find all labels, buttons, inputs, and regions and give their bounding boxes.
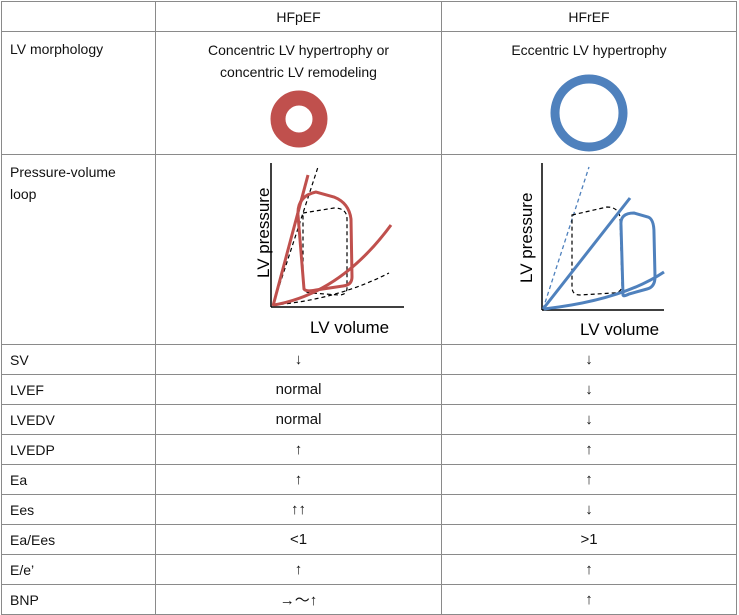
- row-hfpef-value: ↑: [155, 464, 442, 495]
- pv-hfpef-edpvr: [273, 224, 393, 307]
- pv-loop-hfref-diagram: LV pressure LV volume: [517, 163, 665, 338]
- row-hfpef-value: ↑: [155, 554, 442, 585]
- row-hfpef-value: ↓: [155, 344, 442, 375]
- row-label: LVEDP: [1, 434, 156, 465]
- pv-hfpef-ees-line: [271, 174, 310, 307]
- row-hfpef-value: ↑: [155, 434, 442, 465]
- table-row: Ea ↑ ↑: [1, 464, 737, 495]
- concentric-ring-icon: [270, 90, 327, 148]
- pv-hfref-xlabel: LV volume: [580, 320, 659, 338]
- row-hfref-value: ↓: [441, 494, 737, 525]
- table-row: LVEDV normal ↓: [1, 404, 737, 435]
- pv-hfref-normal-loop: [571, 206, 623, 296]
- pv-loop-label-line1: Pressure-volume: [10, 164, 116, 180]
- pv-hfpef-ylabel: LV pressure: [254, 188, 273, 278]
- pv-loop-label-line2: loop: [10, 186, 37, 202]
- morphology-hfpef-text-line2: concentric LV remodeling: [220, 64, 377, 80]
- table-row: LVEF normal ↓: [1, 374, 737, 405]
- pv-hfref-ees-line: [541, 197, 632, 310]
- row-hfpef-value: normal: [155, 374, 442, 405]
- eccentric-ring-shape: [550, 74, 628, 152]
- pv-hfref-loop: [619, 211, 657, 298]
- pv-hfref-normal-ees-line: [542, 166, 590, 310]
- row-hfref-value: >1: [441, 524, 737, 555]
- morphology-hfpef-text-line1: Concentric LV hypertrophy or: [207, 42, 390, 58]
- table-row: BNP →〜↑ ↑: [1, 584, 737, 615]
- row-hfpef-value: <1: [155, 524, 442, 555]
- pv-hfpef-xlabel: LV volume: [310, 318, 389, 337]
- pv-loop-label: Pressure-volume loop: [1, 154, 156, 345]
- table-row: Ea/Ees <1 >1: [1, 524, 737, 555]
- row-hfref-value: ↓: [441, 344, 737, 375]
- header-hfref: HFrEF: [441, 1, 737, 32]
- header-hfpef: HFpEF: [155, 1, 442, 32]
- pv-loop-hfpef-diagram: LV pressure LV volume: [254, 163, 404, 337]
- table-row: LVEDP ↑ ↑: [1, 434, 737, 465]
- table-row: Ees ↑↑ ↓: [1, 494, 737, 525]
- row-hfref-value: ↓: [441, 374, 737, 405]
- row-hfpef-value: normal: [155, 404, 442, 435]
- pv-loop-hfref-cell: LV pressure LV volume: [441, 154, 737, 345]
- pv-loop-hfpef-cell: LV pressure LV volume: [155, 154, 442, 345]
- row-label: Ees: [1, 494, 156, 525]
- row-label: Ea: [1, 464, 156, 495]
- morphology-hfref-text-line1: Eccentric LV hypertrophy: [511, 42, 667, 58]
- row-hfref-value: ↑: [441, 584, 737, 615]
- row-label: SV: [1, 344, 156, 375]
- row-hfref-value: ↑: [441, 464, 737, 495]
- row-label: BNP: [1, 584, 156, 615]
- row-hfpef-value: ↑↑: [155, 494, 442, 525]
- row-label: LVEDV: [1, 404, 156, 435]
- header-row: HFpEF HFrEF: [1, 1, 737, 32]
- morphology-hfpef-cell: Concentric LV hypertrophy or concentric …: [155, 31, 442, 155]
- table-row: SV ↓ ↓: [1, 344, 737, 375]
- morphology-hfref-text: Eccentric LV hypertrophy: [442, 39, 736, 61]
- pv-hfpef-normal-loop: [302, 207, 348, 296]
- row-label: Ea/Ees: [1, 524, 156, 555]
- eccentric-ring-icon: [550, 74, 628, 152]
- header-blank-cell: [1, 1, 156, 32]
- morphology-label: LV morphology: [1, 31, 156, 155]
- morphology-hfref-cell: Eccentric LV hypertrophy: [441, 31, 737, 155]
- pv-loop-row: Pressure-volume loop LV pressure LV volu…: [1, 154, 737, 345]
- row-hfref-value: ↑: [441, 554, 737, 585]
- pv-hfref-ylabel: LV pressure: [517, 193, 536, 283]
- pv-hfpef-loop: [296, 190, 354, 293]
- row-label: E/e’: [1, 554, 156, 585]
- row-hfpef-value: →〜↑: [155, 584, 442, 615]
- row-label: LVEF: [1, 374, 156, 405]
- pv-hfref-edpvr: [543, 270, 665, 311]
- table-row: E/e’ ↑ ↑: [1, 554, 737, 585]
- concentric-ring-shape: [270, 90, 327, 148]
- row-hfref-value: ↑: [441, 434, 737, 465]
- row-hfref-value: ↓: [441, 404, 737, 435]
- morphology-hfpef-text: Concentric LV hypertrophy or concentric …: [156, 39, 441, 83]
- morphology-row: LV morphology Concentric LV hypertrophy …: [1, 31, 737, 155]
- pv-hfpef-normal-edpvr: [272, 272, 390, 306]
